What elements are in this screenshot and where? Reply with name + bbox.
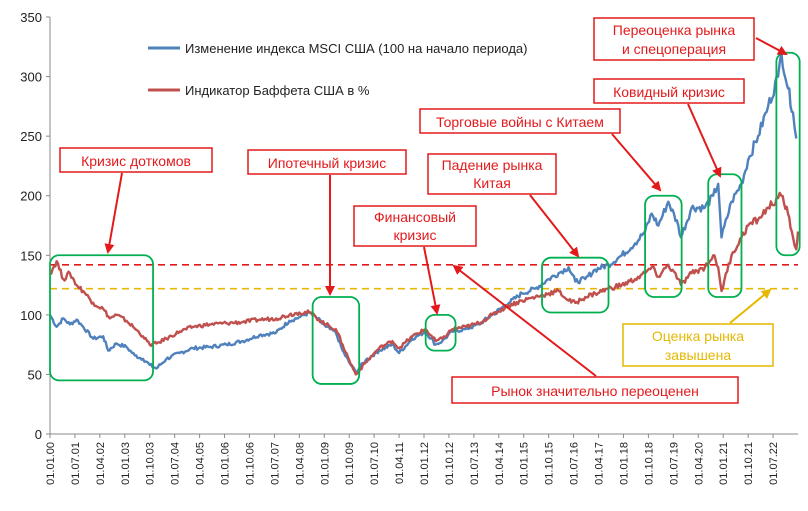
x-tick-label: 01.01.09 [319,442,331,485]
y-axis: 0 50 100 150 200 250 300 350 [20,10,51,442]
x-tick-label: 01.04.11 [394,442,406,484]
annotation-overvalued: Оценка рынка завышена [622,323,774,367]
arrows [104,37,788,377]
annotation-financial-text-2: кризис [394,227,437,243]
x-tick-label: 01.04.14 [494,442,506,485]
x-tick-label: 01.07.04 [170,442,182,485]
y-tick-label: 300 [20,70,42,85]
x-axis: 01.01.00 01.07.01 01.04.02 01.01.03 01.10.03… [45,433,798,485]
arrow-covid [687,103,722,178]
arrow-overvalued [729,288,772,324]
legend: Изменение индекса MSCI США (100 на начал… [148,41,528,98]
x-tick-label: 01.07.01 [70,442,82,485]
highlight-boxes [49,51,801,385]
arrow-trade-wars [611,133,662,192]
x-tick-label: 01.01.12 [419,442,431,485]
series-group [48,51,800,376]
x-tick-label: 01.01.03 [120,442,132,485]
annotation-china-fall: Падение рынка Китая [427,153,557,195]
annotation-trade-wars-text: Торговые войны с Китаем [436,114,604,130]
x-tick-label: 01.07.19 [668,442,680,485]
y-tick-label: 200 [20,189,42,204]
series-line-buffett [49,191,800,376]
x-tick-label: 01.04.08 [294,442,306,485]
arrow-china-fall [529,194,580,258]
annotation-overvalued-high-text: Рынок значительно переоценен [491,383,699,399]
x-tick-label: 01.10.03 [145,442,157,485]
x-tick-label: 01.10.18 [643,442,655,485]
annotation-dotcom: Кризис доткомов [59,147,213,173]
x-tick-label: 01.01.00 [45,442,57,485]
highlight-box-5 [707,173,743,298]
arrow-overvalued-high [452,264,597,377]
x-tick-label: 01.10.06 [244,442,256,485]
highlight-box-3 [541,256,610,314]
annotation-financial: Финансовый кризис [353,205,477,247]
annotation-china-fall-text-2: Китая [473,175,511,191]
x-tick-label: 01.10.21 [743,442,755,485]
x-tick-label: 01.04.02 [95,442,107,485]
annotation-overvalued-text-1: Оценка рынка [652,328,744,344]
x-tick-label: 01.01.18 [618,442,630,485]
x-tick-label: 01.07.16 [569,442,581,485]
highlight-box-1 [311,296,361,385]
highlight-box-4 [644,194,683,298]
highlight-box-2 [424,313,457,352]
x-tick-label: 01.01.15 [519,442,531,485]
x-tick-label: 01.01.21 [718,442,730,485]
annotation-overvalued-sop-text-1: Переоценка рынка [613,22,736,38]
annotation-china-fall-text-1: Падение рынка [442,157,543,173]
x-tick-label: 01.10.12 [444,442,456,485]
annotation-overvalued-sop-text-2: и спецоперация [622,41,726,57]
annotation-mortgage: Ипотечный кризис [247,149,407,175]
x-tick-label: 01.04.05 [195,442,207,485]
arrow-financial [423,246,441,315]
annotation-trade-wars: Торговые войны с Китаем [419,108,621,134]
y-tick-label: 0 [35,427,42,442]
highlight-box-6 [775,51,801,257]
annotation-overvalued-sop: Переоценка рынка и спецоперация [593,17,755,61]
arrow-overvalued-sop [755,37,788,55]
y-tick-label: 50 [28,367,42,382]
x-tick-label: 01.01.06 [220,442,232,485]
y-tick-label: 250 [20,129,42,144]
series-line-msci [48,51,798,374]
reference-lines [50,264,798,290]
x-tick-label: 01.07.07 [269,442,281,485]
legend-label-msci: Изменение индекса MSCI США (100 на начал… [185,41,528,56]
x-tick-label: 01.04.20 [693,442,705,485]
highlight-box-0 [49,254,154,382]
annotation-covid: Ковидный кризис [593,78,745,104]
y-tick-label: 350 [20,10,42,25]
x-tick-label: 01.07.13 [469,442,481,485]
x-tick-label: 01.07.22 [768,442,780,485]
annotation-mortgage-text: Ипотечный кризис [268,155,386,171]
x-tick-label: 01.07.10 [369,442,381,485]
annotation-dotcom-text: Кризис доткомов [81,153,191,169]
y-tick-label: 100 [20,308,42,323]
annotation-overvalued-text-2: завышена [665,347,731,363]
arrow-dotcom [104,172,123,254]
annotation-covid-text: Ковидный кризис [613,84,725,100]
x-tick-label: 01.04.17 [594,442,606,485]
annotation-overvalued-high: Рынок значительно переоценен [451,376,739,404]
annotation-financial-text-1: Финансовый [374,209,456,225]
x-tick-label: 01.10.09 [344,442,356,485]
legend-label-buffett: Индикатор Баффета США в % [185,83,370,98]
x-tick-label: 01.10.15 [544,442,556,485]
y-tick-label: 150 [20,248,42,263]
